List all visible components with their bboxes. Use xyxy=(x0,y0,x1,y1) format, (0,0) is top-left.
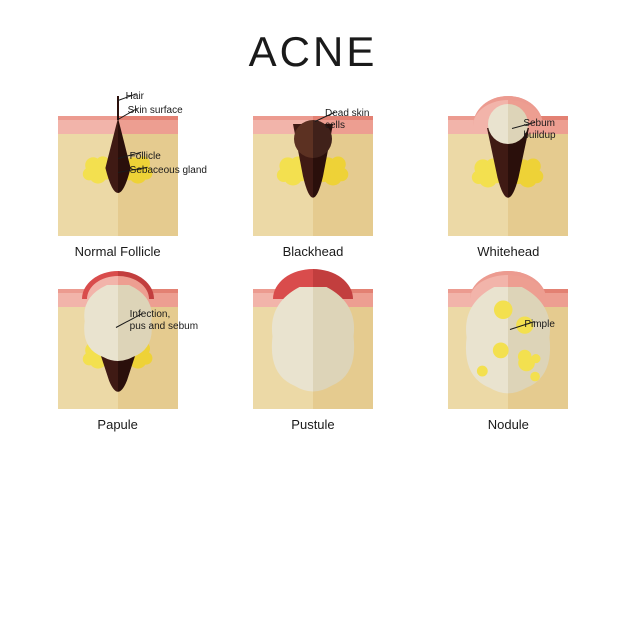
diagram-blackhead: Dead skincells xyxy=(253,96,373,236)
panel-nodule: Pimple Nodule xyxy=(426,269,591,432)
diagram-papule: Infection,pus and sebum xyxy=(58,269,178,409)
label: Sebumbuildup xyxy=(523,118,555,142)
page-title: ACNE xyxy=(0,0,626,86)
label: Infection,pus and sebum xyxy=(130,309,198,333)
panel-blackhead: Dead skincells Blackhead xyxy=(230,96,395,259)
diagram-nodule: Pimple xyxy=(448,269,568,409)
caption: Pustule xyxy=(291,417,334,432)
label: Pimple xyxy=(524,319,555,331)
diagram-whitehead: Sebumbuildup xyxy=(448,96,568,236)
label: Follicle xyxy=(130,151,161,163)
panel-pustule: Pustule xyxy=(230,269,395,432)
label: Hair xyxy=(126,91,144,103)
label: Skin surface xyxy=(128,105,183,117)
label: Sebaceous gland xyxy=(130,165,207,177)
diagram-grid: HairSkin surfaceFollicleSebaceous glandN… xyxy=(0,86,626,462)
label: Dead skincells xyxy=(325,108,369,132)
panel-whitehead: Sebumbuildup Whitehead xyxy=(426,96,591,259)
panel-papule: Infection,pus and sebum Papule xyxy=(35,269,200,432)
diagram-pustule xyxy=(253,269,373,409)
diagram-normal: HairSkin surfaceFollicleSebaceous gland xyxy=(58,96,178,236)
caption: Nodule xyxy=(488,417,529,432)
panel-normal: HairSkin surfaceFollicleSebaceous gland N… xyxy=(35,96,200,259)
caption: Whitehead xyxy=(477,244,539,259)
caption: Normal Follicle xyxy=(75,244,161,259)
caption: Blackhead xyxy=(283,244,344,259)
caption: Papule xyxy=(97,417,137,432)
